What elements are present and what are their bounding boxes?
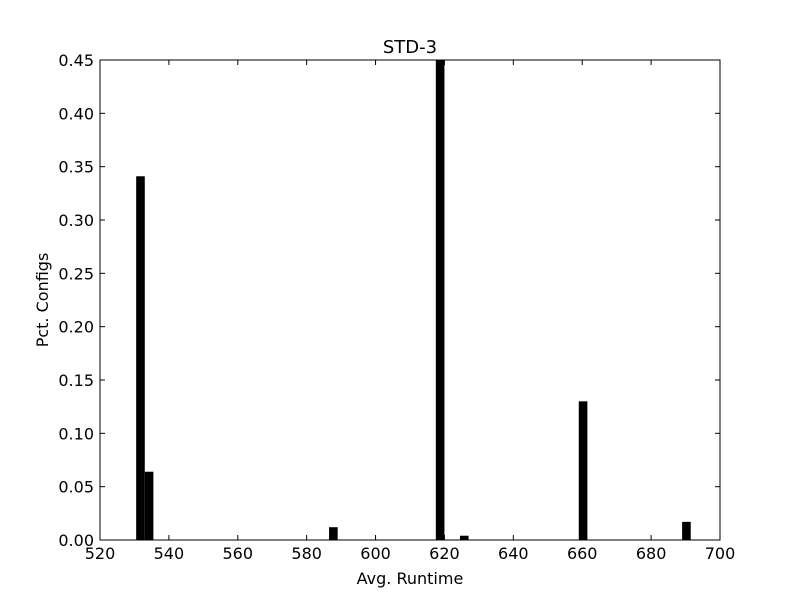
- y-tick-label: 0.20: [58, 318, 94, 337]
- bar: [459, 535, 469, 540]
- x-tick-label: 640: [498, 544, 529, 563]
- y-tick-labels: 0.00 0.05 0.10 0.15 0.20 0.25 0.30 0.35 0.40 0.45: [58, 51, 94, 550]
- x-tick-label: 680: [636, 544, 667, 563]
- bar: [578, 401, 588, 540]
- x-tick-label: 660: [567, 544, 598, 563]
- bar: [329, 527, 338, 540]
- y-tick-label: 0.15: [58, 371, 94, 390]
- y-tick-label: 0.35: [58, 158, 94, 177]
- chart-title: STD-3: [383, 37, 437, 58]
- y-tick-label: 0.05: [58, 478, 94, 497]
- x-tick-label: 700: [705, 544, 736, 563]
- y-tick-label: 0.30: [58, 211, 94, 230]
- plot-frame: [99, 59, 721, 541]
- y-tick-label: 0.00: [58, 531, 94, 550]
- x-tick-label: 580: [291, 544, 322, 563]
- y-tick-label: 0.40: [58, 104, 94, 123]
- x-tick-label: 600: [360, 544, 391, 563]
- y-tick-label: 0.10: [58, 424, 94, 443]
- y-tick-label: 0.25: [58, 264, 94, 283]
- x-axis-label: Avg. Runtime: [357, 569, 464, 588]
- x-tick-label: 620: [429, 544, 460, 563]
- axis-ticks: [99, 59, 721, 541]
- y-axis-label: Pct. Configs: [33, 253, 52, 348]
- x-tick-label: 540: [154, 544, 185, 563]
- x-tick-label: 520: [85, 544, 116, 563]
- x-tick-labels: 520 540 560 580 600 620 640 660 680 700: [85, 544, 736, 563]
- y-tick-label: 0.45: [58, 51, 94, 70]
- bar: [682, 521, 691, 540]
- bar: [435, 60, 445, 540]
- bar: [144, 471, 154, 540]
- x-tick-label: 560: [223, 544, 254, 563]
- bar-series: [136, 60, 691, 540]
- bar: [136, 176, 145, 540]
